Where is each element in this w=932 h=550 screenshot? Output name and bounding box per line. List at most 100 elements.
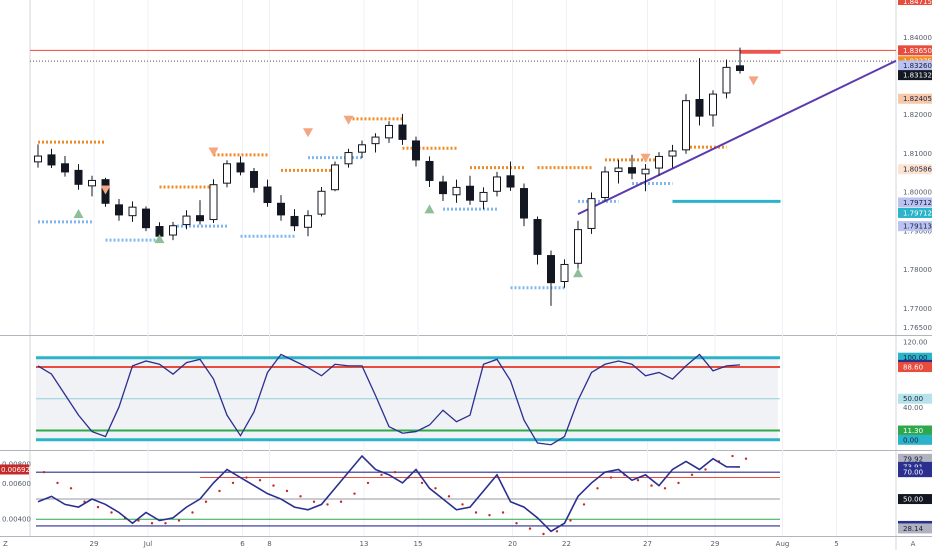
candle-body	[250, 171, 258, 188]
price-badge-label: 1.83260	[903, 62, 932, 70]
rsi-left-tick-label: 0.00800	[2, 460, 31, 468]
rsi-dot	[42, 470, 46, 474]
price-badge-label: 1.82405	[903, 95, 932, 103]
price-badge-label: 1.79712	[903, 199, 932, 207]
rsi-badge-label: 70.00	[903, 469, 923, 477]
rsi-dot	[164, 522, 167, 525]
rsi-dot	[461, 503, 464, 506]
candle-body	[425, 160, 434, 181]
rsi-left-tick-label: 0.00600	[2, 480, 31, 488]
candle-body	[344, 152, 353, 165]
rsi-dot	[636, 479, 640, 482]
rsi-dot	[609, 476, 613, 479]
rsi-dot	[515, 522, 518, 525]
candle-body	[142, 208, 150, 229]
down-arrow-icon	[640, 153, 651, 163]
candle-body	[317, 190, 326, 215]
rsi-badge-bg	[898, 461, 932, 472]
candle-body	[466, 185, 474, 201]
rsi-dot	[110, 511, 113, 514]
candle-body	[128, 206, 137, 217]
osc-tick-label: 40.00	[903, 404, 923, 412]
candle-body	[736, 65, 744, 71]
down-arrow-icon	[303, 128, 313, 138]
rsi-badge-bg	[898, 453, 932, 464]
price-badge-bg	[898, 207, 932, 218]
candle-body	[88, 179, 96, 187]
candle-body	[371, 136, 380, 145]
candle-body	[695, 99, 704, 117]
rsi-dot	[690, 473, 694, 477]
price-badge-bg	[898, 221, 932, 232]
candle-body	[196, 215, 204, 222]
rsi-dot	[326, 503, 329, 506]
rsi-dot	[366, 481, 370, 485]
rsi-badge-bg	[898, 467, 932, 478]
x-tick-label: 8	[267, 540, 271, 548]
rsi-dot	[177, 519, 181, 522]
price-badge-bg	[898, 197, 932, 208]
price-tick-label: 1.80000	[903, 189, 932, 197]
up-arrow-icon	[73, 208, 84, 218]
x-tick-label: 13	[360, 540, 369, 548]
candle-body	[47, 154, 56, 166]
x-tick-label: 15	[414, 540, 423, 548]
rsi-dot	[663, 487, 667, 490]
candle-body	[74, 169, 83, 185]
price-tick-label: 1.76500	[903, 324, 932, 332]
rsi-dot	[339, 500, 343, 503]
candle-body	[331, 164, 339, 191]
price-badge-bg	[898, 70, 932, 81]
candle-body	[722, 66, 731, 94]
rsi-badge-label: 50.00	[903, 496, 923, 504]
candle-body	[682, 100, 690, 151]
rsi-left-badge-label: 0.00692	[1, 466, 30, 474]
osc-badge-bg	[898, 434, 932, 445]
candle-body	[61, 163, 69, 173]
price-badge-bg	[898, 0, 932, 5]
osc-badge-label: 50.00	[903, 395, 923, 403]
price-badge-bg	[898, 60, 932, 71]
x-tick-label: 29	[711, 540, 720, 548]
price-badge-bg	[898, 93, 932, 104]
x-tick-label: Jul	[143, 540, 153, 548]
rsi-dot	[434, 487, 437, 490]
rsi-dot	[380, 473, 383, 477]
x-tick-label: 27	[643, 540, 652, 548]
rsi-badge-bg	[898, 523, 932, 534]
down-arrow-icon	[208, 147, 219, 157]
rsi-dot	[582, 503, 586, 506]
rsi-badge-bg	[898, 494, 932, 505]
x-corner-left: Z	[3, 540, 8, 548]
price-tick-label: 1.84000	[903, 34, 932, 42]
rsi-dot	[731, 454, 734, 458]
rsi-dot	[393, 470, 397, 474]
down-arrow-icon	[748, 76, 759, 86]
candle-body	[668, 150, 677, 157]
candle-body	[385, 124, 393, 139]
candle-body	[236, 162, 245, 173]
osc-badge-bg	[898, 352, 932, 363]
candle-body	[587, 198, 596, 229]
rsi-left-tick-label: 0.00400	[2, 516, 31, 524]
candle-body	[709, 93, 717, 116]
price-badge-label: 1.80586	[903, 166, 932, 174]
candle-body	[574, 229, 582, 264]
osc-badge-bg	[898, 393, 932, 404]
rsi-dot	[542, 532, 545, 536]
rsi-series-line	[37, 454, 741, 533]
price-badge-label: 1.79712	[903, 209, 932, 217]
candle-body	[223, 163, 231, 184]
rsi-dot	[596, 487, 599, 490]
osc-badge-bg	[898, 425, 932, 436]
rsi-left-badge-bg	[0, 464, 29, 475]
candle-body	[614, 167, 623, 173]
price-tick-label: 1.78000	[903, 266, 932, 274]
osc-badge-label: 0.00	[903, 436, 919, 444]
rsi-dot	[231, 481, 235, 485]
x-tick-label: 22	[562, 540, 571, 548]
candle-body	[601, 171, 609, 198]
